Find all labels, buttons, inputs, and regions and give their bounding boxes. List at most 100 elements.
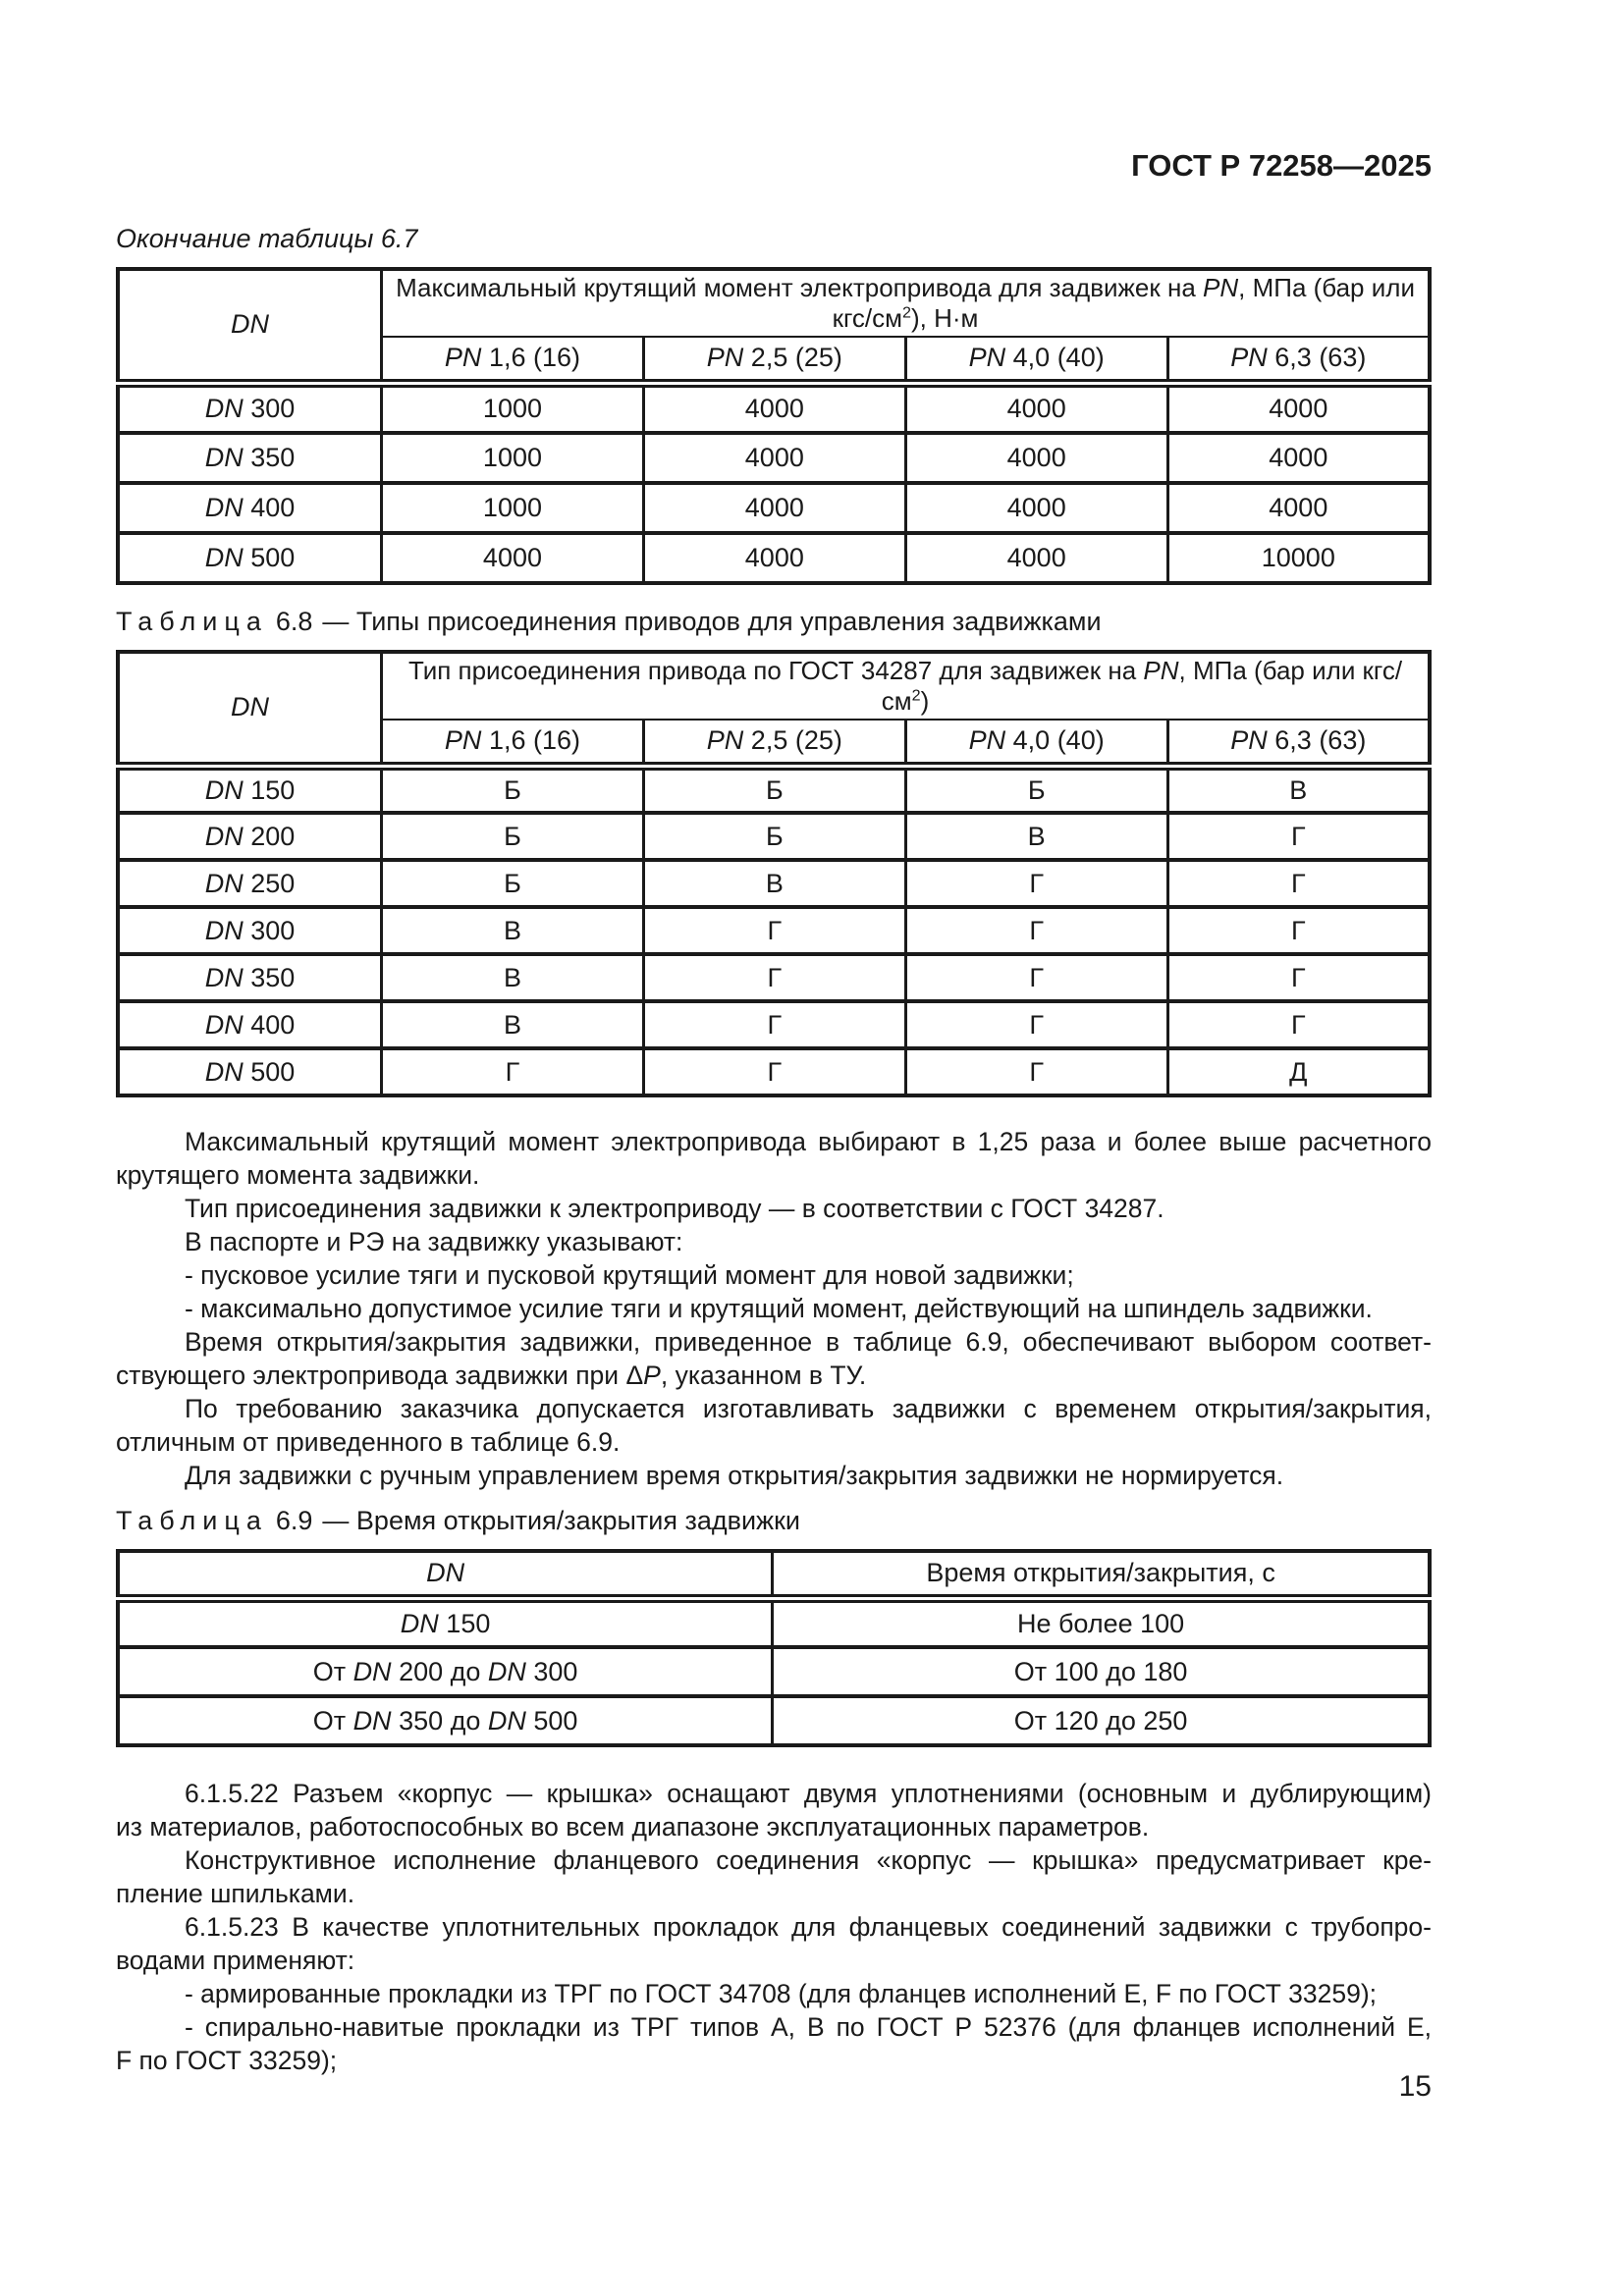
pn-label: PN: [968, 343, 1006, 373]
caption-text: — Типы присоединения приводов для управл…: [322, 607, 1102, 636]
text-segment: DN: [352, 1705, 392, 1735]
pn-label: PN: [706, 343, 744, 373]
paragraph-line: По требованию заказчика допускается изго…: [116, 1392, 1432, 1425]
paragraph-line: Максимальный крутящий момент электроприв…: [116, 1125, 1432, 1158]
column-header-pn-1-6: PN 1,6 (16): [380, 719, 645, 771]
dn-label: DN: [204, 915, 244, 945]
cell-value: 4000: [380, 531, 645, 585]
dn-value: 400: [250, 493, 296, 522]
table-row: DN 400 1000 4000 4000 4000: [116, 481, 1432, 535]
paragraph-line: водами применяют:: [116, 1944, 1432, 1977]
table-row: DN 350 В Г Г Г: [116, 952, 1432, 1003]
cell-value: Г: [641, 952, 907, 1003]
cell-value: Г: [903, 1046, 1169, 1097]
column-header-dn: DN: [116, 1549, 775, 1603]
table-6-7: DN Максимальный крутящий момент электроп…: [116, 267, 1432, 585]
cell-value: 4000: [1165, 381, 1432, 435]
column-header-pn-4-0: PN 4,0 (40): [903, 336, 1169, 388]
text-segment: 500: [525, 1705, 578, 1735]
cell-value: 4000: [641, 431, 907, 485]
cell-value: 1000: [380, 481, 645, 535]
cell-dn-range: От DN 350 до DN 500: [116, 1694, 775, 1747]
cell-value: 4000: [903, 381, 1169, 435]
cell-value: В: [380, 905, 645, 956]
cell-time: Не более 100: [771, 1596, 1432, 1649]
text-segment: - пусковое усилие тяги и пусковой крутящ…: [185, 1260, 1074, 1290]
text-segment: 350 до: [391, 1705, 488, 1735]
text-segment: , МПа (бар или кгс/см: [881, 656, 1403, 716]
text-segment: пление шпильками.: [116, 1879, 355, 1908]
text-segment: 2: [911, 686, 921, 705]
cell-value: Г: [641, 999, 907, 1050]
paragraph-line: 6.1.5.22 Разъем «корпус — крышка» оснаща…: [116, 1777, 1432, 1810]
caption-number: 6.9: [275, 1506, 313, 1535]
pn-value: 4,0 (40): [1012, 725, 1105, 756]
table-row: От DN 200 до DN 300 От 100 до 180: [116, 1645, 1432, 1698]
column-header-dn: DN: [116, 650, 384, 771]
text-segment: 2: [902, 303, 911, 322]
cell-dn: DN 250: [116, 858, 384, 909]
text-segment: От: [312, 1705, 353, 1735]
text-segment: ): [920, 686, 930, 716]
cell-value: Б: [380, 858, 645, 909]
table-row: DN 500 4000 4000 4000 10000: [116, 531, 1432, 585]
table-row: DN 300 1000 4000 4000 4000: [116, 381, 1432, 435]
table-6-7-continuation-caption: Окончание таблицы 6.7: [116, 224, 418, 253]
cell-dn: DN 500: [116, 531, 384, 585]
text-segment: P: [643, 1361, 661, 1390]
paragraph: По требованию заказчика допускается изго…: [116, 1392, 1432, 1459]
cell-value: 4000: [641, 531, 907, 585]
body-text-block-2: 6.1.5.22 Разъем «корпус — крышка» оснаща…: [116, 1777, 1432, 2077]
column-header-pn-6-3: PN 6,3 (63): [1165, 719, 1432, 771]
paragraph-list-item: - спирально-навитые прокладки из ТРГ тип…: [116, 2010, 1432, 2077]
cell-value: 1000: [380, 431, 645, 485]
dn-value: 500: [250, 543, 296, 572]
text-segment: F по ГОСТ 33259);: [116, 2046, 338, 2075]
table-row: DN 300 В Г Г Г: [116, 905, 1432, 956]
column-header-connection-type: Тип присоединения привода по ГОСТ 34287 …: [380, 650, 1432, 721]
paragraph-line: - армированные прокладки из ТРГ по ГОСТ …: [116, 1977, 1432, 2010]
pn-label: PN: [444, 343, 482, 373]
table-6-9-caption: Таблица 6.9 — Время открытия/закрытия задв…: [116, 1506, 1432, 1535]
column-header-pn-2-5: PN 2,5 (25): [641, 719, 907, 771]
table-row: DN 400 В Г Г Г: [116, 999, 1432, 1050]
cell-dn: DN 200: [116, 811, 384, 862]
cell-value: Б: [641, 764, 907, 815]
caption-text: — Время открытия/закрытия задвижки: [322, 1506, 800, 1535]
paragraph: Тип присоединения задвижки к электроприв…: [116, 1192, 1432, 1225]
paragraph-list-item: - максимально допустимое усилие тяги и к…: [116, 1292, 1432, 1325]
dn-label: DN: [204, 1009, 244, 1040]
cell-value: 4000: [1165, 431, 1432, 485]
cell-value: В: [903, 811, 1169, 862]
table-6-7-header-row-1: DN Максимальный крутящий момент электроп…: [116, 267, 1432, 388]
pn-label: PN: [1230, 725, 1268, 756]
text-segment: ствующего электропривода задвижки при Δ: [116, 1361, 644, 1390]
paragraph-list-item: - армированные прокладки из ТРГ по ГОСТ …: [116, 1977, 1432, 2010]
text-segment: 6.1.5.23 В качестве уплотнительных прокл…: [185, 1912, 1432, 1942]
table-6-9-header-row: DN Время открытия/закрытия, с: [116, 1549, 1432, 1603]
table-6-8-header-row-1: DN Тип присоединения привода по ГОСТ 342…: [116, 650, 1432, 771]
column-header-torque: Максимальный крутящий момент электроприв…: [380, 267, 1432, 338]
cell-value: 4000: [641, 481, 907, 535]
column-header-time: Время открытия/закрытия, с: [771, 1549, 1432, 1603]
cell-value: 4000: [903, 431, 1169, 485]
text-segment: DN: [487, 1656, 526, 1686]
pn-value: 6,3 (63): [1274, 343, 1367, 373]
text-segment: От: [312, 1656, 353, 1686]
paragraph-line: отличным от приведенного в таблице 6.9.: [116, 1425, 1432, 1459]
pn-label: PN: [968, 725, 1006, 756]
text-segment: крутящего момента задвижки.: [116, 1160, 480, 1190]
table-6-8-header-row-2: PN 1,6 (16) PN 2,5 (25) PN 4,0 (40) PN 6…: [118, 719, 1432, 771]
body-text-block-1: Максимальный крутящий момент электроприв…: [116, 1125, 1432, 1492]
paragraph-line: ствующего электропривода задвижки при ΔP…: [116, 1359, 1432, 1392]
cell-value: Г: [903, 858, 1169, 909]
table-6-8-caption: Таблица 6.8 — Типы присоединения приводов …: [116, 607, 1432, 636]
cell-dn: DN 300: [116, 905, 384, 956]
text-segment: из материалов, работоспособных во всем д…: [116, 1812, 1150, 1842]
dn-value: 300: [250, 394, 296, 424]
cell-value: Г: [1165, 811, 1432, 862]
paragraph-line: F по ГОСТ 33259);: [116, 2044, 1432, 2077]
text-segment: PN: [1143, 656, 1179, 685]
cell-value: Г: [903, 952, 1169, 1003]
